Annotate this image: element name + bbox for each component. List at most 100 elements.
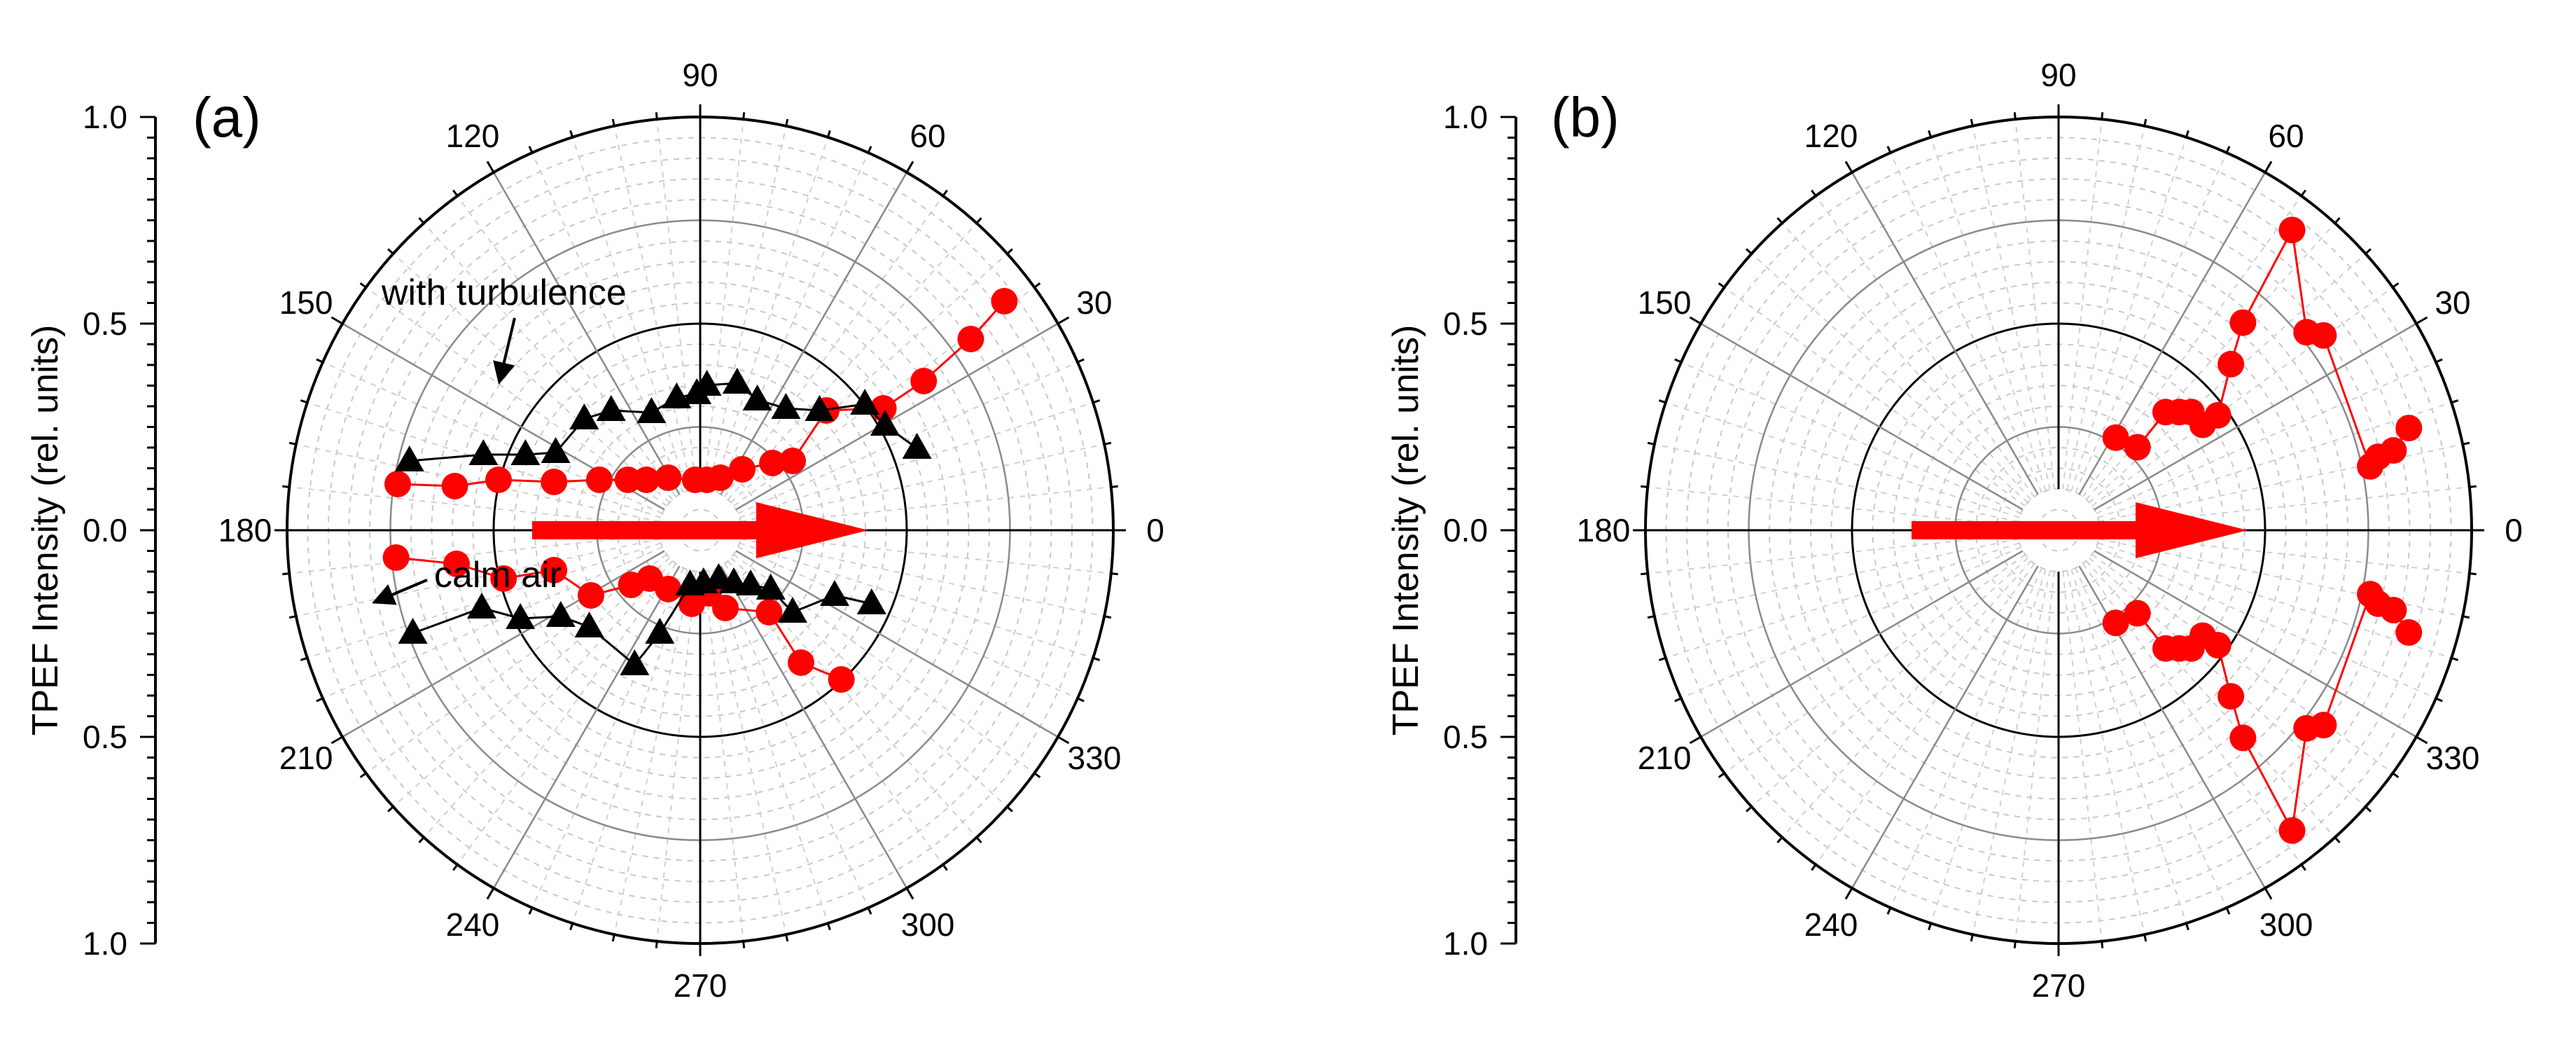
major-grid-spoke [720,172,908,495]
data-point [742,385,772,410]
angle-tick [300,399,308,404]
angle-label: 270 [2032,967,2086,1004]
radial-axis: 1.0 0.5 0.0 0.5 1.0 [83,99,157,962]
minor-grid-spoke [708,125,787,490]
angle-tick [1970,934,1974,942]
angle-tick [1057,316,1070,325]
angle-tick [2225,146,2231,153]
angle-label: 60 [910,118,945,154]
angle-label: 0 [1146,512,1164,548]
angle-tick [1811,189,1817,197]
data-point [828,666,855,693]
angle-tick [655,941,658,948]
data-point [779,448,806,474]
angle-tick [2334,217,2341,224]
polar-grid: 0 30 60 90 120 150 180 210 240 270 300 330 [218,57,1164,1004]
minor-grid-spoke [2096,361,2437,514]
angle-tick [975,836,982,843]
angle-label: 300 [901,906,955,943]
angle-tick [826,923,831,931]
data-point [569,403,599,429]
major-grid-spoke [1700,550,2024,738]
angle-tick [1647,441,1655,445]
angle-tick [2416,316,2428,325]
data-point [805,395,835,421]
angle-tick [2462,441,2470,445]
radial-tick-label: 1.0 [83,99,127,135]
angle-tick [359,772,367,778]
angle-tick [1689,735,1701,745]
data-point [441,473,468,499]
major-grid-spoke [492,565,681,889]
data-point [706,464,734,491]
y-axis-label: TPEF Intensity (rel. units) [1386,325,1426,736]
minor-grid-spoke [1654,443,2019,523]
y-axis-label: TPEF Intensity (rel. units) [25,325,66,736]
data-point [2395,619,2423,646]
angle-tick [2101,112,2104,120]
direction-arrow-shaft [1912,521,2143,539]
angle-tick [2451,399,2459,404]
angle-tick [359,282,367,289]
data-point [778,597,807,623]
data-point [678,590,705,617]
series-group [1912,216,2423,844]
angle-tick [826,130,831,138]
data-point [384,471,411,497]
annotation-turbulence-text: with turbulence [381,272,627,313]
annotation-arrow [493,317,516,385]
data-point [467,593,496,619]
annotation-turbulence: with turbulence [381,272,627,385]
angle-label: 210 [279,740,333,776]
angle-tick [2392,772,2400,778]
radial-tick-label: 0.0 [83,512,127,548]
radial-axis: 1.0 0.5 0.0 0.5 1.0 [1443,99,1517,962]
data-point [510,439,541,465]
data-point [820,580,849,606]
angle-tick [2013,112,2017,120]
angle-tick [569,923,574,931]
major-grid-spoke [720,565,908,889]
angle-tick [2300,189,2306,197]
angle-tick [2365,806,2372,813]
data-point [2395,415,2423,442]
data-point [771,393,801,419]
angle-tick [1658,656,1666,661]
panel-label: (b) [1551,86,1620,148]
data-point [541,437,571,463]
angle-tick [2365,248,2372,255]
data-point [2152,399,2179,426]
angle-tick [2264,887,2273,900]
data-point [759,450,786,476]
data-point [620,649,650,675]
angle-tick [1811,864,1817,871]
angle-tick [1746,248,1753,255]
data-point [490,565,517,592]
angle-tick [2300,864,2306,871]
angle-tick [867,907,872,915]
data-point [957,326,984,352]
data-point [756,599,783,626]
angle-tick [1886,907,1892,915]
data-point [2102,424,2129,451]
angle-tick [1674,358,1682,364]
angle-label: 0 [2505,512,2523,548]
angle-label: 90 [2040,57,2076,93]
angle-tick [1077,358,1085,364]
angle-tick [1689,316,1701,325]
data-point [398,618,428,644]
angle-tick [611,118,615,127]
angle-tick [1006,806,1013,813]
angle-tick [1718,772,1725,778]
angle-label: 30 [1076,284,1112,321]
direction-arrow-head [2136,502,2248,558]
major-grid-spoke [2094,322,2417,511]
angle-tick [2451,656,2459,661]
angle-tick [1746,806,1753,813]
angle-tick [1647,615,1655,619]
angle-label: 120 [446,118,500,154]
panel-label: (a) [193,86,261,148]
data-point [586,467,613,493]
angle-tick [1641,485,1648,488]
angle-tick [1776,836,1783,843]
